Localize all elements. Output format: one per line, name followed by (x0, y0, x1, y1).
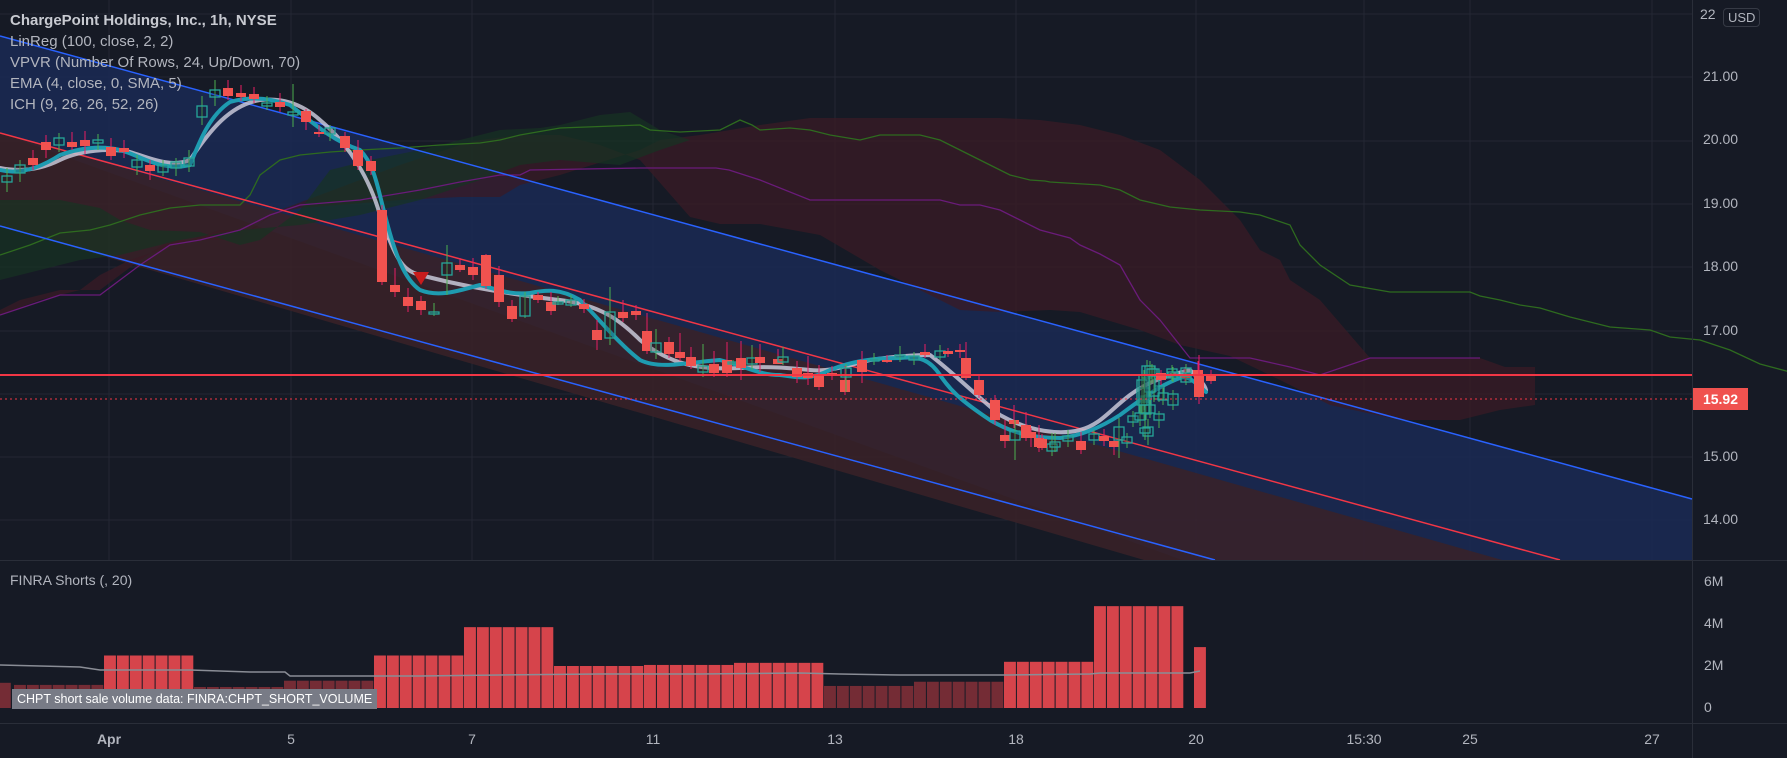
last-price-tag: 15.92 (1693, 388, 1748, 410)
finra-average-line (0, 664, 1201, 677)
volume-tick: 6M (1704, 573, 1724, 589)
currency-badge[interactable]: USD (1723, 8, 1761, 27)
signal-marker (413, 272, 429, 285)
price-tick: 14.00 (1703, 511, 1739, 527)
price-tick: 21.00 (1703, 68, 1739, 84)
finra-source-label: CHPT short sale volume data: FINRA:CHPT_… (12, 689, 378, 709)
time-tick: 27 (1644, 731, 1660, 747)
price-tick: 20.00 (1703, 131, 1739, 147)
price-tick: 19.00 (1703, 195, 1739, 211)
finra-short-volume-bars (0, 606, 1206, 708)
volume-tick: 0 (1704, 699, 1712, 715)
finra-shorts-legend[interactable]: FINRA Shorts (, 20) (10, 572, 133, 588)
time-tick: 11 (645, 731, 661, 747)
price-tick: 22 (1700, 6, 1716, 22)
time-tick: 13 (827, 731, 843, 747)
time-tick: 20 (1188, 731, 1204, 747)
linreg-lines (0, 35, 1693, 561)
time-tick: 5 (287, 731, 295, 747)
ema-lines (0, 96, 1208, 440)
time-tick: Apr (96, 731, 122, 747)
time-tick: 18 (1008, 731, 1024, 747)
volume-tick: 4M (1704, 615, 1724, 631)
candlesticks (1, 80, 1216, 460)
ichimoku-cloud (0, 112, 1787, 420)
price-tick: 17.00 (1703, 322, 1739, 338)
time-tick: 7 (468, 731, 476, 747)
time-tick: 15:30 (1346, 731, 1382, 747)
price-tick: 15.00 (1703, 448, 1739, 464)
time-tick: 25 (1462, 731, 1478, 747)
price-tick: 18.00 (1703, 258, 1739, 274)
volume-tick: 2M (1704, 657, 1724, 673)
